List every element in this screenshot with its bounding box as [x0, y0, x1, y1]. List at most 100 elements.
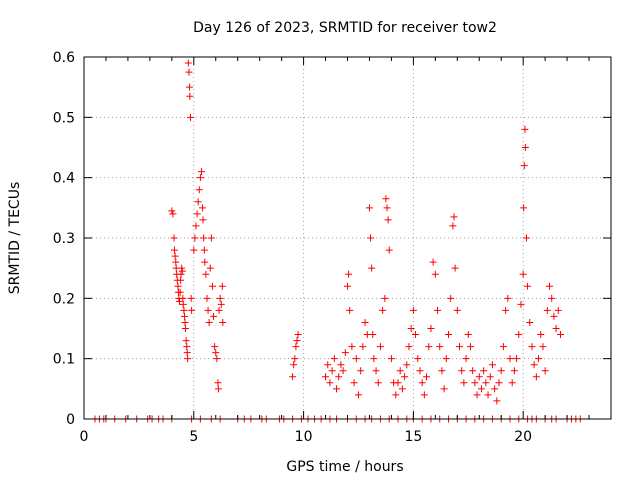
data-point	[477, 385, 485, 393]
data-point	[214, 385, 222, 393]
data-point	[416, 367, 424, 375]
data-point	[482, 379, 490, 387]
y-tick-label: 0.2	[53, 291, 75, 307]
data-point	[541, 367, 549, 375]
data-point	[445, 331, 453, 339]
data-point	[384, 216, 392, 224]
data-point	[185, 68, 193, 76]
data-point	[434, 306, 442, 314]
y-tick-label: 0.5	[53, 110, 75, 126]
data-point	[508, 379, 516, 387]
data-point	[499, 343, 507, 351]
data-point	[471, 379, 479, 387]
data-point	[414, 355, 422, 363]
data-point	[202, 270, 210, 278]
data-point	[203, 294, 211, 302]
data-point	[211, 343, 219, 351]
data-point	[412, 331, 420, 339]
data-point	[532, 373, 540, 381]
data-point	[170, 234, 178, 242]
data-point	[469, 367, 477, 375]
data-point	[359, 343, 367, 351]
data-point	[383, 204, 391, 212]
data-point	[374, 379, 382, 387]
data-point	[405, 343, 413, 351]
data-point	[372, 367, 380, 375]
y-tick-label: 0.3	[53, 231, 75, 247]
data-point	[322, 373, 330, 381]
data-point	[522, 234, 530, 242]
data-point	[205, 318, 213, 326]
data-point	[350, 379, 358, 387]
data-point	[460, 379, 468, 387]
data-point	[337, 361, 345, 369]
data-point	[193, 210, 201, 218]
data-point	[207, 234, 215, 242]
data-point	[535, 355, 543, 363]
data-point	[200, 246, 208, 254]
data-point	[521, 125, 529, 133]
data-point	[449, 222, 457, 230]
data-point	[178, 264, 186, 272]
data-point	[171, 252, 179, 260]
data-point	[186, 113, 194, 121]
data-point	[526, 318, 534, 326]
data-point	[188, 306, 196, 314]
data-point	[429, 258, 437, 266]
data-point	[401, 373, 409, 381]
data-point	[484, 391, 492, 399]
data-point	[504, 294, 512, 302]
x-axis: 0 5 10 15 20	[80, 57, 612, 445]
data-point	[442, 355, 450, 363]
data-point	[394, 379, 402, 387]
data-point	[185, 83, 193, 91]
data-point	[341, 349, 349, 357]
data-point	[382, 195, 390, 203]
data-point	[517, 300, 525, 308]
data-point	[352, 355, 360, 363]
data-point	[497, 367, 505, 375]
data-point	[170, 246, 178, 254]
data-point	[392, 391, 400, 399]
data-point	[556, 331, 564, 339]
data-point	[219, 318, 227, 326]
data-point	[450, 213, 458, 221]
data-point	[376, 343, 384, 351]
data-point	[552, 325, 560, 332]
data-point	[455, 343, 463, 351]
data-point	[554, 306, 562, 314]
data-point	[425, 343, 433, 351]
data-point	[208, 282, 216, 290]
data-point	[387, 355, 395, 363]
data-point	[218, 282, 226, 290]
y-tick-label: 0.6	[53, 50, 75, 66]
data-point	[204, 306, 212, 314]
data-point	[453, 306, 461, 314]
x-tick-label: 10	[295, 429, 313, 445]
data-point	[530, 361, 538, 369]
data-point	[210, 312, 218, 320]
data-point	[515, 331, 523, 339]
data-point	[427, 325, 435, 332]
y-tick-label: 0.1	[53, 352, 75, 368]
data-point	[524, 282, 532, 290]
data-point	[423, 373, 431, 381]
data-point	[381, 294, 389, 302]
data-point	[493, 397, 501, 405]
data-point	[521, 144, 529, 151]
data-point	[328, 367, 336, 375]
data-point	[214, 379, 222, 387]
data-point	[491, 385, 499, 393]
data-point	[385, 246, 393, 254]
data-point	[513, 355, 521, 363]
data-point	[367, 234, 375, 242]
data-point	[348, 343, 356, 351]
data-point	[495, 379, 503, 387]
data-point	[528, 343, 536, 351]
data-point	[168, 207, 176, 215]
data-point	[190, 246, 198, 254]
chart-title: Day 126 of 2023, SRMTID for receiver tow…	[193, 20, 497, 36]
y-tick-label: 0.4	[53, 171, 75, 187]
